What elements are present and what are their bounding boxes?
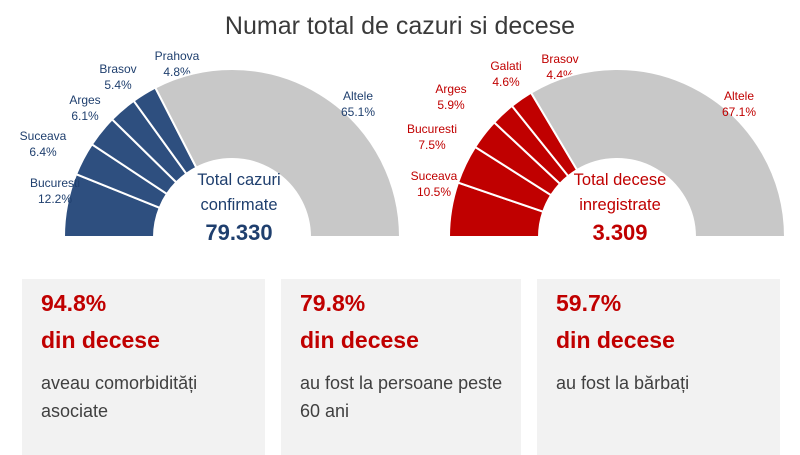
slice-altele: [529, 68, 787, 238]
slice-label: Altele: [343, 89, 373, 103]
slice-label: Suceava: [20, 129, 67, 143]
slice-value-label: 67.1%: [722, 105, 756, 119]
slice-value-label: 5.9%: [437, 98, 465, 112]
page-title: Numar total de cazuri si decese: [224, 12, 576, 40]
slice-label: Galati: [490, 59, 521, 73]
stat-description: aveau comorbidități asociate: [41, 373, 198, 421]
center-caption: inregistrate: [579, 196, 661, 214]
slice-value-label: 4.6%: [492, 75, 520, 89]
center-caption: Total decese: [574, 171, 667, 189]
half-donut-chart-1: Bucuresti 12.2% Suceava 6.4% Arges 6.1% Brasov…: [20, 49, 402, 245]
slice-altele: [153, 68, 402, 238]
slice-value-label: 12.2%: [38, 192, 72, 206]
center-caption: Total cazuri: [197, 171, 280, 189]
center-caption: confirmate: [200, 196, 277, 214]
slice-label: Altele: [724, 89, 754, 103]
charts-svg: Bucuresti 12.2% Suceava 6.4% Arges 6.1% Brasov…: [20, 49, 787, 245]
slice-value-label: 7.5%: [418, 138, 446, 152]
stat-percent: 94.8%: [41, 290, 107, 316]
stat-card-comorbidities: 94.8% din decese aveau comorbidități aso…: [22, 279, 265, 455]
center-total: 79.330: [205, 220, 272, 245]
stat-heading: din decese: [300, 327, 419, 353]
stat-percent: 79.8%: [300, 290, 366, 316]
slice-label: Brasov: [99, 62, 136, 76]
slice-value-label: 6.1%: [71, 109, 99, 123]
slice-value-label: 65.1%: [341, 105, 375, 119]
slice-label: Brasov: [541, 52, 578, 66]
stat-card-men: 59.7% din decese au fost la bărbați: [537, 279, 780, 455]
slice-label: Arges: [69, 93, 100, 107]
slice-label: Arges: [435, 82, 466, 96]
half-donut-chart-2: Suceava 10.5% Bucuresti 7.5% Arges 5.9% Galati…: [407, 52, 787, 245]
stat-percent: 59.7%: [556, 290, 622, 316]
slice-label: Suceava: [411, 169, 458, 183]
stat-heading: din decese: [41, 327, 160, 353]
slice-label: Prahova: [155, 49, 200, 63]
stat-description: au fost la persoane peste 60 ani: [300, 373, 503, 421]
stat-heading: din decese: [556, 327, 675, 353]
slice-label: Bucuresti: [30, 176, 80, 190]
slice-value-label: 6.4%: [29, 145, 57, 159]
center-total: 3.309: [592, 220, 647, 245]
slice-value-label: 5.4%: [104, 78, 132, 92]
stat-description: au fost la bărbați: [556, 373, 690, 393]
slice-label: Bucuresti: [407, 122, 457, 136]
slice-value-label: 10.5%: [417, 185, 451, 199]
stat-card-over-60: 79.8% din decese au fost la persoane pes…: [281, 279, 521, 455]
